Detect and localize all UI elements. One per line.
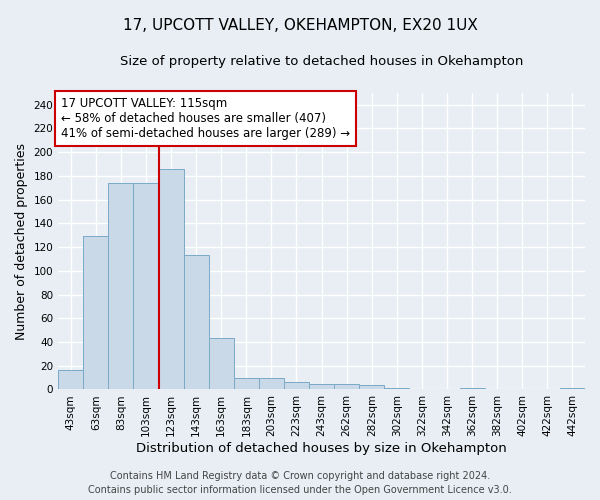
Y-axis label: Number of detached properties: Number of detached properties bbox=[15, 142, 28, 340]
Bar bbox=[359, 384, 385, 390]
Bar bbox=[184, 256, 209, 390]
Text: 17, UPCOTT VALLEY, OKEHAMPTON, EX20 1UX: 17, UPCOTT VALLEY, OKEHAMPTON, EX20 1UX bbox=[122, 18, 478, 32]
Bar bbox=[385, 388, 409, 390]
Bar bbox=[284, 382, 309, 390]
X-axis label: Distribution of detached houses by size in Okehampton: Distribution of detached houses by size … bbox=[136, 442, 507, 455]
Bar bbox=[334, 384, 359, 390]
Bar bbox=[259, 378, 284, 390]
Title: Size of property relative to detached houses in Okehampton: Size of property relative to detached ho… bbox=[120, 55, 523, 68]
Bar bbox=[158, 168, 184, 390]
Bar bbox=[133, 183, 158, 390]
Bar bbox=[109, 183, 133, 390]
Bar bbox=[209, 338, 234, 390]
Text: Contains HM Land Registry data © Crown copyright and database right 2024.
Contai: Contains HM Land Registry data © Crown c… bbox=[88, 471, 512, 495]
Bar bbox=[58, 370, 83, 390]
Text: 17 UPCOTT VALLEY: 115sqm
← 58% of detached houses are smaller (407)
41% of semi-: 17 UPCOTT VALLEY: 115sqm ← 58% of detach… bbox=[61, 97, 350, 140]
Bar bbox=[309, 384, 334, 390]
Bar bbox=[560, 388, 585, 390]
Bar bbox=[234, 378, 259, 390]
Bar bbox=[460, 388, 485, 390]
Bar bbox=[83, 236, 109, 390]
